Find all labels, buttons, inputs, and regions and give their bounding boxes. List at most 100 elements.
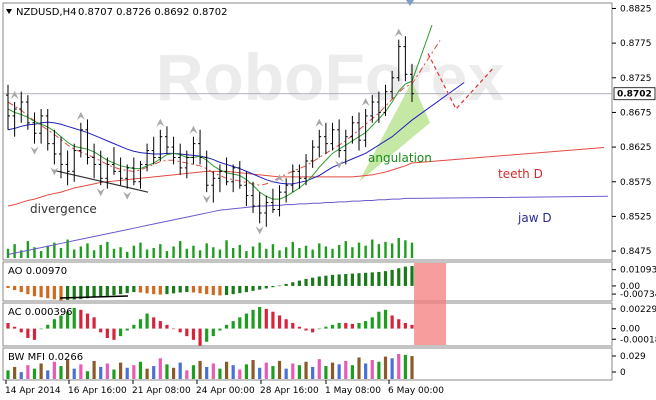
candle[interactable] (330, 122, 335, 151)
ac-bar (79, 309, 83, 329)
candle[interactable] (52, 129, 57, 165)
candle[interactable] (410, 63, 414, 103)
ac-bar (145, 313, 149, 329)
price-tick-label: 0.8675 (620, 108, 652, 118)
candle[interactable] (138, 160, 143, 189)
candle[interactable] (171, 136, 176, 165)
ac-bar (132, 324, 136, 329)
candle[interactable] (98, 150, 103, 186)
ac-bar (158, 321, 162, 329)
candle[interactable] (403, 36, 408, 82)
volume-bar (251, 246, 255, 258)
candle[interactable] (85, 119, 90, 165)
candle[interactable] (217, 164, 222, 193)
candle[interactable] (237, 160, 242, 189)
candle[interactable] (264, 195, 269, 227)
volume-bar (46, 245, 49, 258)
candle[interactable] (158, 129, 163, 161)
ao-bar (410, 266, 414, 286)
candle[interactable] (92, 143, 97, 179)
ao-bar (357, 273, 361, 286)
candle[interactable] (390, 70, 395, 99)
candle[interactable] (290, 164, 295, 193)
mfi-bar (238, 369, 242, 379)
candle[interactable] (270, 188, 275, 213)
candle[interactable] (396, 39, 401, 82)
mfi-bar (125, 367, 129, 379)
candle[interactable] (125, 164, 130, 189)
candle[interactable] (78, 122, 83, 158)
candle[interactable] (370, 95, 375, 123)
candle[interactable] (343, 129, 348, 165)
candle[interactable] (257, 192, 262, 224)
main-pane[interactable] (3, 0, 612, 258)
mfi-bar (264, 362, 268, 379)
candle[interactable] (184, 150, 189, 179)
fractal-up-icon (275, 174, 284, 183)
candle[interactable] (350, 115, 355, 144)
mfi-bar (324, 366, 328, 379)
candle[interactable] (25, 95, 30, 130)
ac-bar (251, 309, 255, 329)
candle[interactable] (310, 140, 315, 168)
candle[interactable] (65, 150, 70, 186)
candle[interactable] (45, 108, 50, 151)
volume-bar (6, 248, 10, 258)
candle[interactable] (211, 171, 216, 203)
dropdown-triangle-icon[interactable] (6, 9, 12, 14)
candle[interactable] (284, 178, 289, 203)
mfi-bar (13, 366, 17, 379)
ac-bar (397, 319, 401, 329)
mfi-bar (211, 363, 215, 379)
candle[interactable] (131, 157, 136, 186)
candle[interactable] (151, 136, 156, 165)
candle[interactable] (224, 157, 229, 186)
lips-line (7, 24, 433, 200)
volume-bar (324, 246, 328, 258)
candle[interactable] (39, 108, 44, 144)
candle[interactable] (317, 129, 322, 158)
candle[interactable] (363, 108, 368, 148)
ao-bar (92, 285, 96, 298)
candle[interactable] (323, 122, 328, 155)
candle[interactable] (19, 91, 24, 123)
candle[interactable] (6, 84, 10, 130)
candle[interactable] (304, 154, 309, 186)
candle[interactable] (191, 136, 196, 165)
candle[interactable] (164, 126, 169, 155)
candle[interactable] (145, 143, 150, 172)
candle[interactable] (111, 147, 116, 175)
candle[interactable] (12, 102, 17, 137)
candle[interactable] (178, 143, 183, 175)
ao-pane[interactable] (6, 266, 414, 301)
candle[interactable] (204, 150, 209, 193)
mfi-bar (370, 360, 374, 379)
time-tick-label: 21 Apr 08:00 (132, 386, 191, 396)
candle[interactable] (105, 157, 110, 189)
candle[interactable] (72, 143, 77, 182)
candle[interactable] (277, 185, 282, 217)
candle[interactable] (58, 136, 63, 179)
mfi-bar (291, 363, 295, 379)
ac-bar (291, 322, 295, 329)
mfi-bar (39, 363, 43, 379)
candle[interactable] (357, 112, 362, 151)
candle[interactable] (297, 164, 302, 189)
candle[interactable] (198, 129, 203, 165)
volume-bar (33, 247, 36, 258)
scroll-marker-icon[interactable] (406, 0, 414, 6)
mfi-bar (19, 372, 23, 379)
candle[interactable] (231, 164, 236, 193)
mfi-pane[interactable] (6, 354, 414, 379)
fractal-up-icon (361, 97, 370, 106)
candle[interactable] (383, 84, 388, 116)
candle[interactable] (118, 157, 123, 186)
candle[interactable] (376, 91, 381, 123)
candle[interactable] (244, 171, 249, 207)
candle[interactable] (251, 181, 256, 213)
candle[interactable] (32, 112, 37, 144)
candle[interactable] (337, 119, 342, 158)
ac-pane[interactable] (6, 263, 446, 346)
